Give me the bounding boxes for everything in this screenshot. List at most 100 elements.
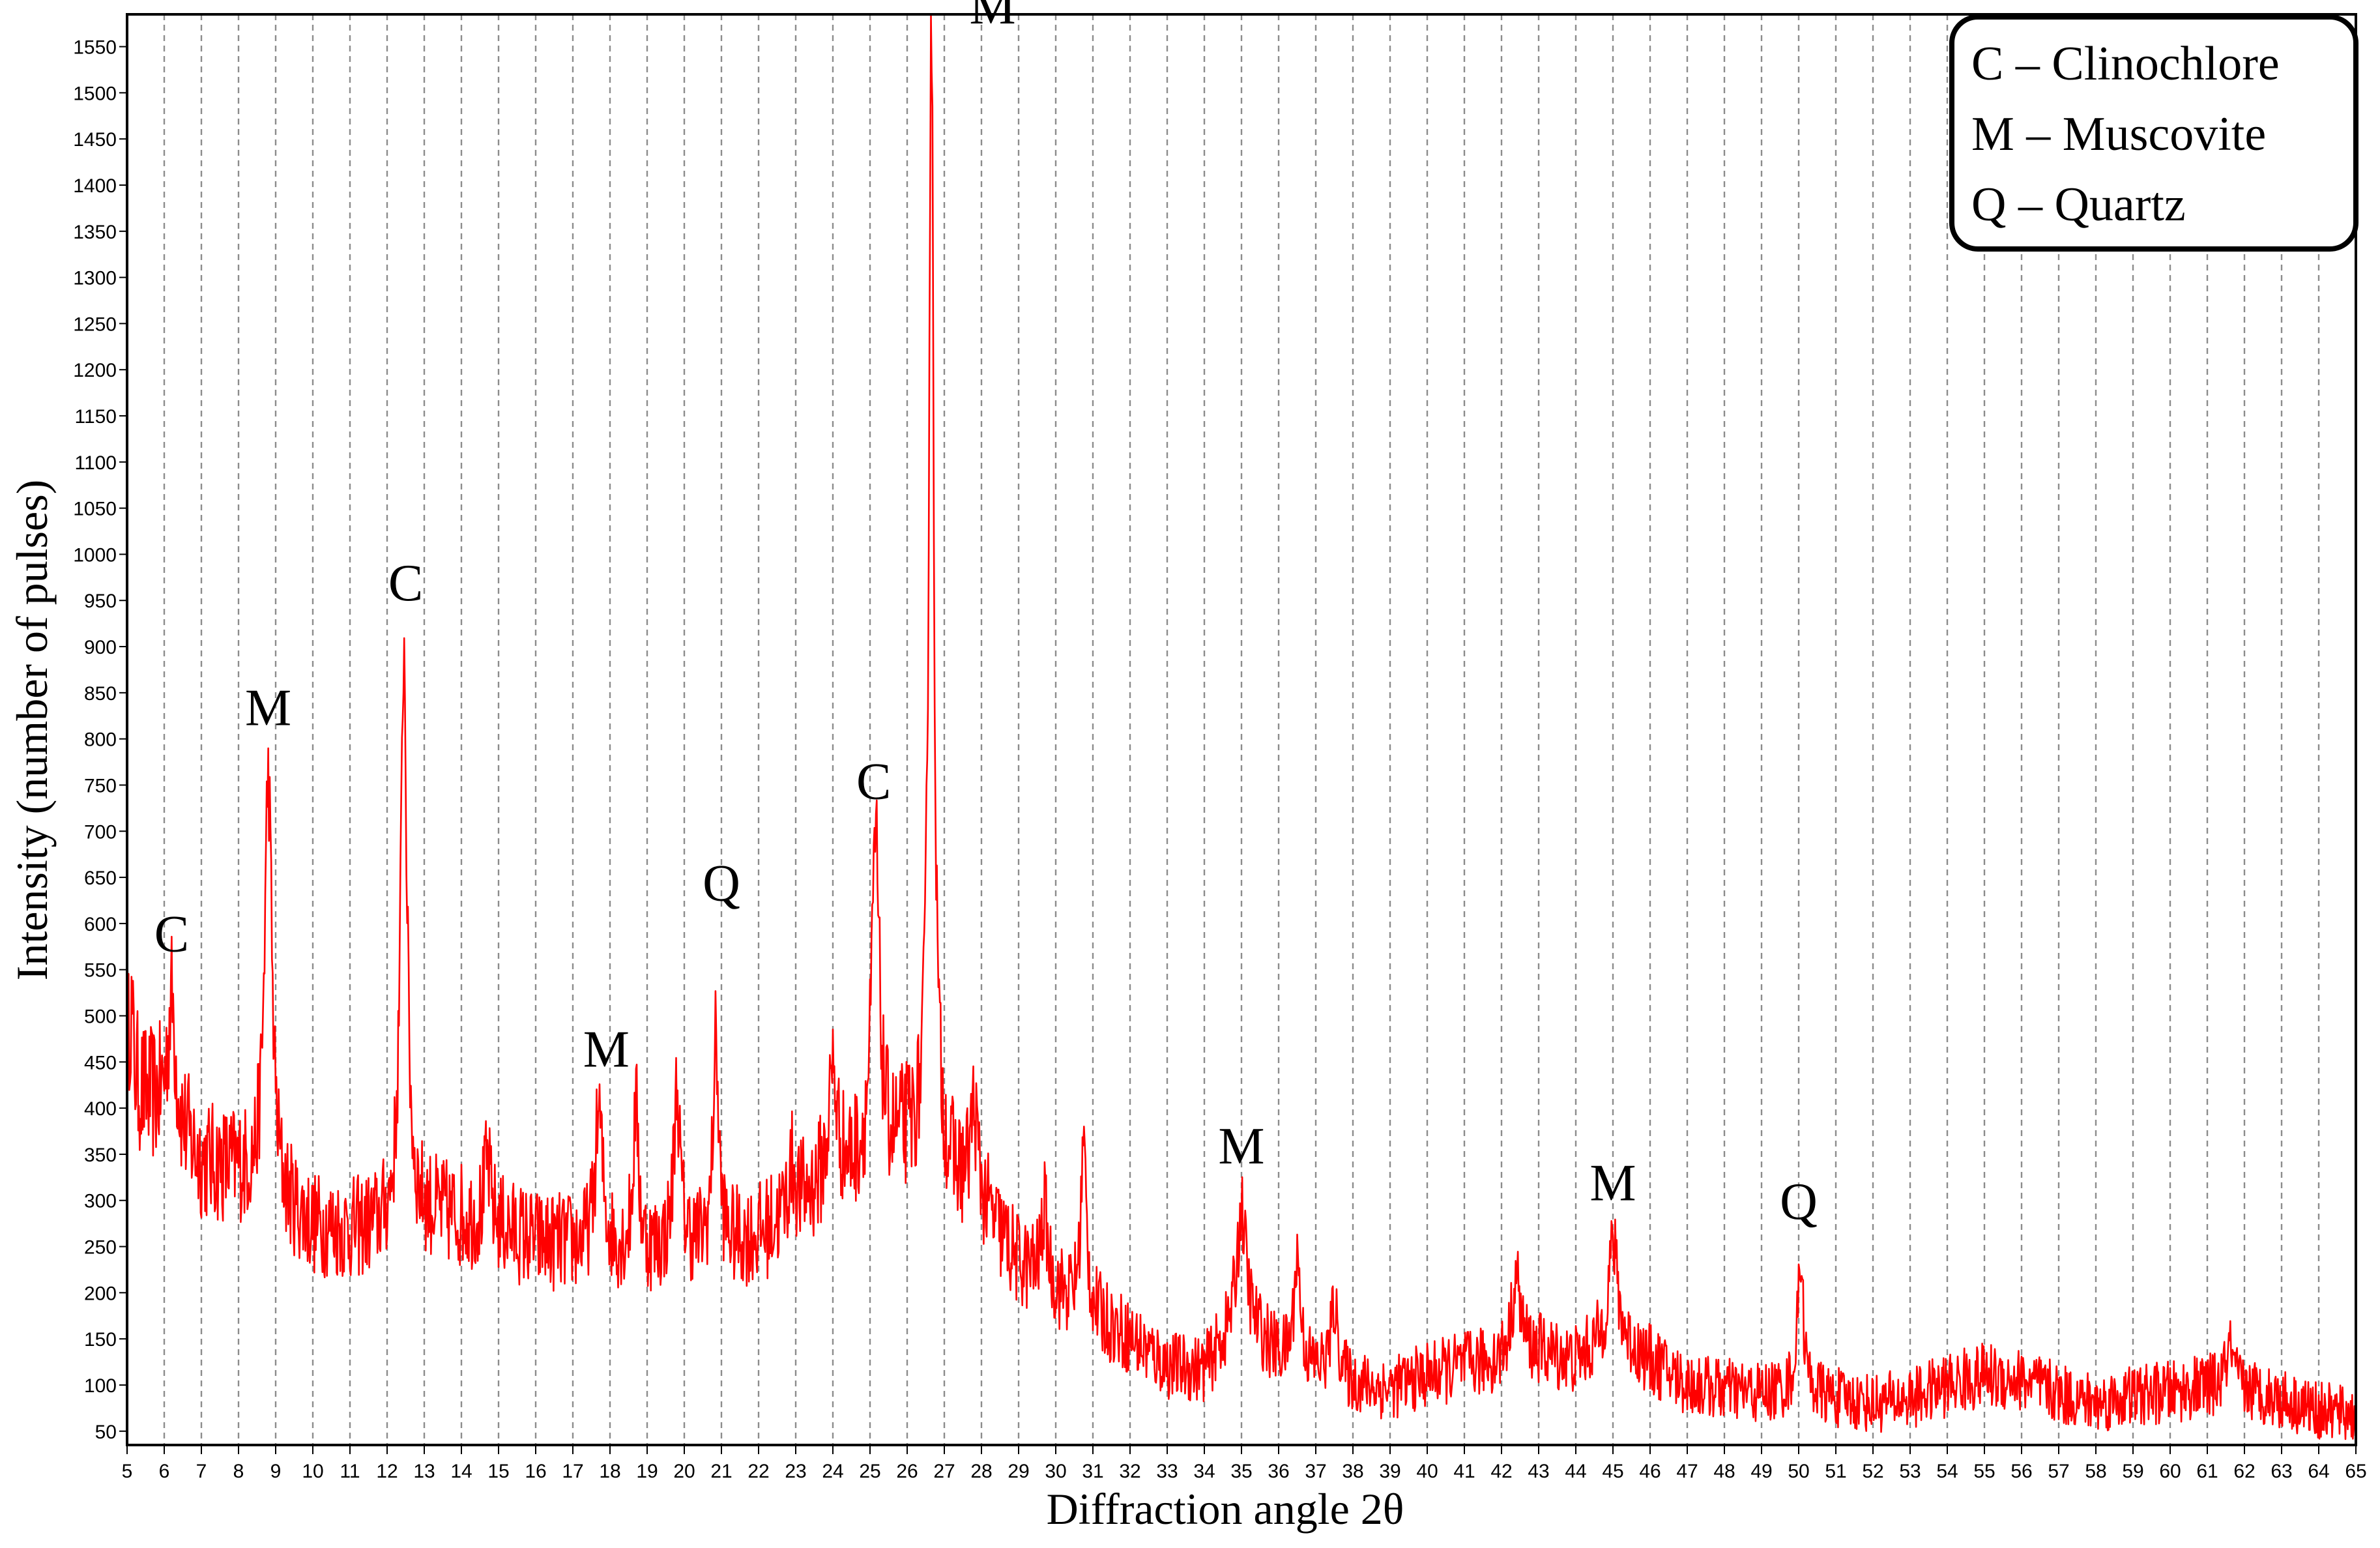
x-tick-label-15: 15 [487, 1461, 509, 1482]
x-tick-label-36: 36 [1268, 1461, 1289, 1482]
x-tick-label-44: 44 [1565, 1461, 1586, 1482]
x-tick-label-33: 33 [1156, 1461, 1178, 1482]
x-tick-label-17: 17 [562, 1461, 583, 1482]
x-tick-label-51: 51 [1825, 1461, 1846, 1482]
y-axis-title: Intensity (number of pulses) [7, 480, 57, 981]
x-tick-label-8: 8 [233, 1461, 244, 1482]
legend-entry-clinochlore: C – Clinochlore [1971, 37, 2280, 91]
y-tick-label-550: 550 [84, 960, 117, 982]
x-tick-label-14: 14 [450, 1461, 472, 1482]
y-tick-label-900: 900 [84, 637, 117, 658]
y-tick-label-1450: 1450 [73, 129, 117, 151]
x-tick-label-10: 10 [302, 1461, 323, 1482]
x-tick-label-38: 38 [1342, 1461, 1363, 1482]
x-tick-label-9: 9 [270, 1461, 282, 1482]
y-axis-ticks: 50 100 150 200 250 300 350 400 450 500 550 600 650 70… [73, 37, 127, 1443]
y-tick-label-200: 200 [84, 1283, 117, 1304]
x-tick-label-11: 11 [340, 1461, 360, 1482]
y-tick-label-1150: 1150 [74, 406, 117, 428]
x-tick-label-46: 46 [1639, 1461, 1661, 1482]
y-tick-label-100: 100 [84, 1375, 117, 1397]
y-tick-label-1050: 1050 [73, 499, 117, 520]
x-tick-label-48: 48 [1713, 1461, 1735, 1482]
peak-label-7: M [1218, 1118, 1264, 1175]
x-tick-label-53: 53 [1899, 1461, 1921, 1482]
y-tick-label-450: 450 [84, 1052, 117, 1073]
x-tick-label-6: 6 [159, 1461, 170, 1482]
y-tick-label-1350: 1350 [73, 222, 117, 243]
x-tick-label-22: 22 [747, 1461, 769, 1482]
y-tick-label-1400: 1400 [73, 175, 117, 197]
x-tick-label-28: 28 [970, 1461, 992, 1482]
y-tick-label-1550: 1550 [73, 37, 117, 59]
x-axis-title: Diffraction angle 2θ [1047, 1484, 1404, 1534]
x-tick-label-32: 32 [1119, 1461, 1140, 1482]
peak-label-0: C [154, 905, 189, 963]
x-tick-label-47: 47 [1676, 1461, 1698, 1482]
x-tick-label-42: 42 [1490, 1461, 1512, 1482]
y-tick-label-250: 250 [84, 1237, 117, 1259]
y-tick-label-1200: 1200 [73, 360, 117, 381]
diffraction-pattern-series [126, 15, 2357, 1440]
x-tick-label-43: 43 [1528, 1461, 1549, 1482]
x-tick-label-58: 58 [2085, 1461, 2106, 1482]
x-tick-label-26: 26 [896, 1461, 918, 1482]
legend-frame [1949, 14, 2358, 252]
x-tick-label-7: 7 [196, 1461, 207, 1482]
y-tick-label-350: 350 [84, 1145, 117, 1166]
peak-label-6: M [970, 0, 1016, 35]
x-tick-label-62: 62 [2233, 1461, 2255, 1482]
y-tick-label-1300: 1300 [73, 268, 117, 289]
y-tick-label-1100: 1100 [74, 452, 117, 474]
x-tick-label-52: 52 [1862, 1461, 1883, 1482]
y-tick-label-500: 500 [84, 1006, 117, 1028]
peak-label-2: C [388, 555, 423, 612]
peak-annotations: C M C M Q C M M M Q [154, 0, 1818, 1231]
x-tick-label-49: 49 [1750, 1461, 1772, 1482]
x-tick-label-63: 63 [2271, 1461, 2292, 1482]
x-tick-label-39: 39 [1379, 1461, 1400, 1482]
y-tick-label-1000: 1000 [73, 544, 117, 566]
x-tick-label-56: 56 [2010, 1461, 2032, 1482]
x-tick-label-31: 31 [1082, 1461, 1103, 1482]
plot-area-frame [126, 13, 2357, 1446]
x-tick-label-35: 35 [1230, 1461, 1252, 1482]
x-tick-label-19: 19 [636, 1461, 658, 1482]
y-tick-label-600: 600 [84, 914, 117, 935]
x-tick-label-41: 41 [1453, 1461, 1475, 1482]
legend-entry-muscovite: M – Muscovite [1971, 108, 2266, 161]
y-tick-label-800: 800 [84, 729, 117, 751]
y-tick-label-1500: 1500 [73, 83, 117, 104]
peak-label-5: C [856, 753, 891, 811]
x-axis-ticks: 5 6 7 8 9 10 11 12 13 14 15 16 17 18 19 20 21 22 23 24 25 26 2… [122, 1445, 2367, 1482]
x-tick-label-57: 57 [2048, 1461, 2069, 1482]
y-tick-label-650: 650 [84, 868, 117, 889]
x-tick-label-60: 60 [2159, 1461, 2181, 1482]
x-tick-label-40: 40 [1416, 1461, 1438, 1482]
y-tick-label-300: 300 [84, 1191, 117, 1212]
y-tick-label-1250: 1250 [73, 314, 117, 335]
x-tick-label-55: 55 [1973, 1461, 1995, 1482]
x-tick-label-34: 34 [1193, 1461, 1215, 1482]
x-tick-label-30: 30 [1045, 1461, 1066, 1482]
x-tick-label-37: 37 [1305, 1461, 1326, 1482]
x-tick-label-18: 18 [599, 1461, 620, 1482]
x-tick-label-61: 61 [2196, 1461, 2218, 1482]
peak-label-4: Q [703, 854, 740, 912]
y-tick-label-150: 150 [84, 1329, 117, 1351]
y-tick-label-950: 950 [84, 591, 117, 612]
peak-label-8: M [1589, 1155, 1636, 1212]
x-tick-label-16: 16 [525, 1461, 546, 1482]
x-tick-label-64: 64 [2308, 1461, 2329, 1482]
x-tick-label-45: 45 [1602, 1461, 1623, 1482]
x-tick-label-23: 23 [785, 1461, 806, 1482]
y-tick-label-750: 750 [84, 775, 117, 796]
peak-label-3: M [583, 1021, 630, 1078]
x-tick-label-29: 29 [1008, 1461, 1029, 1482]
x-tick-label-65: 65 [2345, 1461, 2366, 1482]
y-tick-label-400: 400 [84, 1098, 117, 1120]
x-tick-label-21: 21 [710, 1461, 732, 1482]
peak-label-1: M [245, 679, 291, 737]
